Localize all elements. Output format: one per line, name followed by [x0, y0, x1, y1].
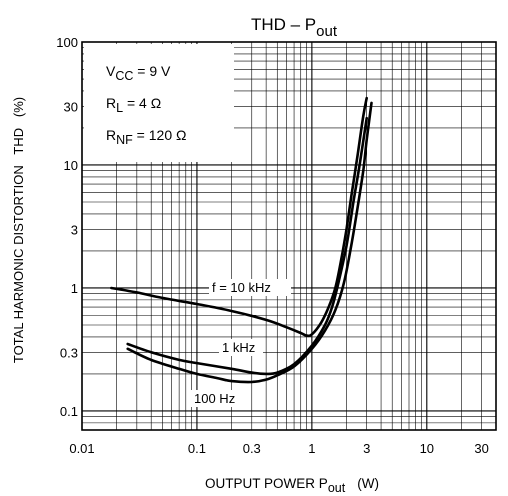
y-tick-label: 10: [64, 158, 78, 173]
chart-title: THD – Pout: [251, 15, 338, 40]
series-line-2: [126, 101, 373, 384]
conditions-box: [84, 44, 234, 162]
y-axis-label: TOTAL HARMONIC DISTORTION THD (%): [11, 97, 26, 363]
plot-frame: [81, 41, 497, 431]
series-curves: [110, 96, 373, 384]
x-tick-label: 10: [420, 441, 434, 456]
series-label: 1 kHz: [222, 340, 255, 355]
condition-line: RNF = 120 Ω: [106, 127, 186, 147]
x-axis-label: OUTPUT POWER Pout (W): [205, 476, 379, 495]
series-line-1: [126, 116, 368, 376]
x-tick-label: 3: [363, 441, 370, 456]
series-label: f = 10 kHz: [212, 280, 271, 295]
x-tick-label: 1: [308, 441, 315, 456]
x-tick-label: 0.01: [69, 441, 94, 456]
series-label-bg: [209, 279, 291, 296]
x-axis-label-unit: (W): [357, 476, 379, 491]
y-tick-label: 30: [64, 99, 78, 114]
x-tick-label: 0.3: [243, 441, 261, 456]
y-tick-label: 3: [71, 222, 78, 237]
x-axis-label-subscript: out: [328, 481, 346, 495]
chart-title-subscript: out: [316, 23, 338, 40]
x-tick-labels: 0.01 0.1 0.3 1 3 10 30: [69, 441, 489, 456]
series-label-bg: [191, 390, 243, 407]
condition-line: VCC = 9 V: [106, 63, 171, 83]
y-tick-labels: 100 30 10 3 1 0.3 0.1: [56, 35, 78, 419]
conditions-text: VCC = 9 V RL = 4 Ω RNF = 120 Ω: [106, 63, 186, 147]
series-label-bg: [219, 339, 263, 356]
condition-line: RL = 4 Ω: [106, 95, 161, 115]
series-line-0: [110, 96, 368, 338]
y-tick-label: 100: [56, 35, 78, 50]
series-label: 100 Hz: [194, 391, 235, 406]
series-labels: f = 10 kHz 1 kHz 100 Hz: [191, 279, 291, 407]
y-tick-label: 0.3: [60, 345, 78, 360]
x-tick-label: 0.1: [188, 441, 206, 456]
y-tick-label: 0.1: [60, 404, 78, 419]
x-tick-label: 30: [474, 441, 488, 456]
y-tick-label: 1: [71, 281, 78, 296]
